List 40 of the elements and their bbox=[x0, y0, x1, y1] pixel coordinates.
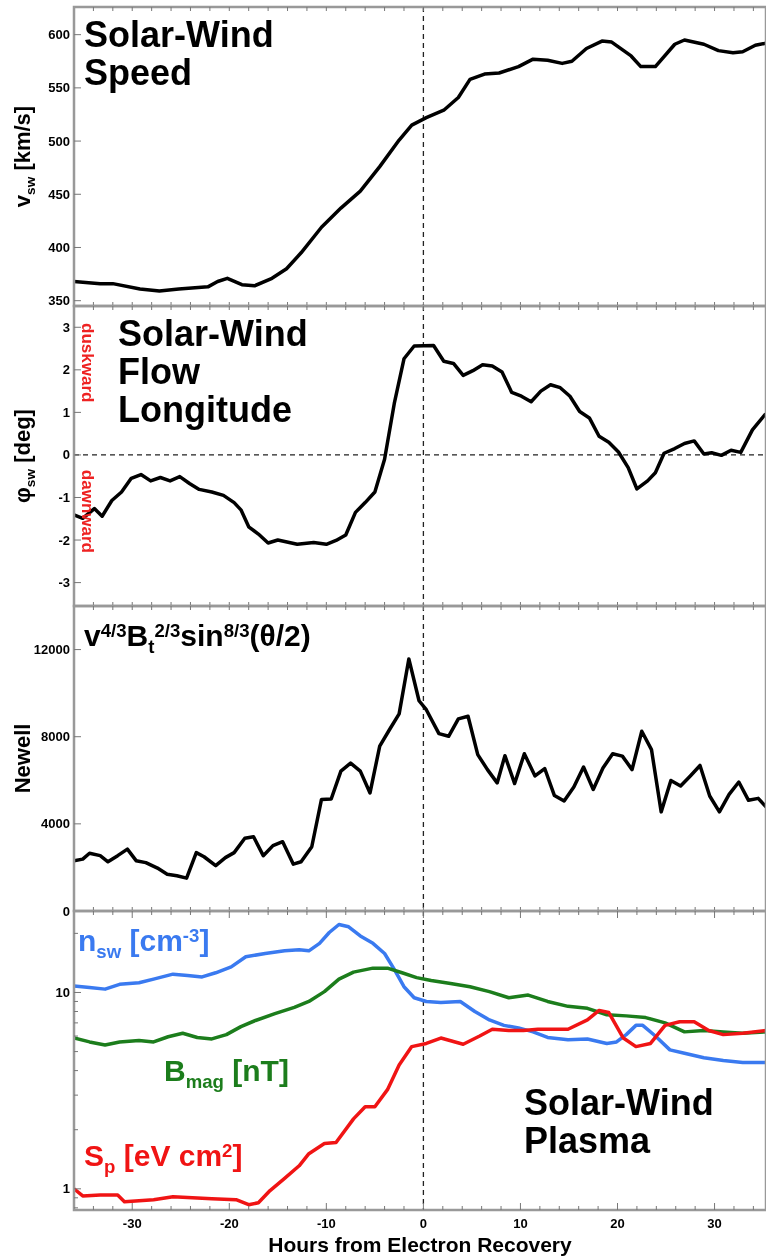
x-tick-label: -10 bbox=[316, 1216, 336, 1231]
line-series bbox=[74, 1008, 766, 1207]
series-label: S$_{p}$ [eV cm$^{2}$] bbox=[84, 1139, 243, 1177]
x-tick-label: 20 bbox=[610, 1216, 625, 1231]
y-tick-label: 450 bbox=[48, 186, 70, 202]
x-tick-label: -30 bbox=[122, 1216, 142, 1231]
text: Solar-Wind Plasma bbox=[524, 1082, 714, 1161]
x-tick-label: 30 bbox=[707, 1216, 722, 1231]
y-tick-label: -1 bbox=[58, 490, 70, 506]
y-tick-label: 12000 bbox=[33, 642, 70, 658]
y-tick-label: -3 bbox=[58, 575, 70, 591]
x-tick-label: 0 bbox=[419, 1216, 428, 1231]
y-tick-label: 350 bbox=[48, 293, 70, 309]
y-tick-label: 3 bbox=[62, 319, 70, 335]
y-tick-label: 500 bbox=[48, 133, 70, 149]
y-tick-label: 10 bbox=[55, 985, 70, 1001]
text: Solar-Wind Speed bbox=[84, 14, 274, 93]
y-tick-label: 4000 bbox=[41, 816, 70, 832]
y-tick-label: 0 bbox=[62, 903, 70, 919]
x-axis-title: Hours from Electron Recovery bbox=[268, 1233, 573, 1256]
y-tick-label: -2 bbox=[58, 532, 70, 548]
y-tick-label: 550 bbox=[48, 80, 70, 96]
annotation: duskward bbox=[78, 323, 97, 403]
y-tick-label: 600 bbox=[48, 27, 70, 43]
annotation: dawnward bbox=[78, 469, 97, 553]
y-axis-title: Newell bbox=[10, 723, 35, 794]
line-series bbox=[74, 966, 766, 1047]
y-tick-label: 1 bbox=[62, 404, 70, 420]
x-tick-label: -20 bbox=[219, 1216, 239, 1231]
text: v$^{4/3}$B$_{t}$$^{2/3}$sin$^{8/3}$(θ/2) bbox=[84, 619, 311, 657]
x-tick-label: 10 bbox=[513, 1216, 528, 1231]
text: Solar-Wind Flow Longitude bbox=[118, 313, 308, 430]
y-tick-label: 400 bbox=[48, 240, 70, 256]
series-label: n$_{sw}$ [cm$^{-3}$] bbox=[78, 924, 210, 962]
y-tick-label: 1 bbox=[62, 1181, 70, 1197]
y-tick-label: 0 bbox=[62, 447, 70, 463]
series-label: B$_{mag}$ [nT] bbox=[164, 1054, 289, 1092]
y-tick-label: 8000 bbox=[41, 729, 70, 745]
y-tick-label: 2 bbox=[62, 362, 70, 378]
line-series bbox=[74, 657, 766, 880]
